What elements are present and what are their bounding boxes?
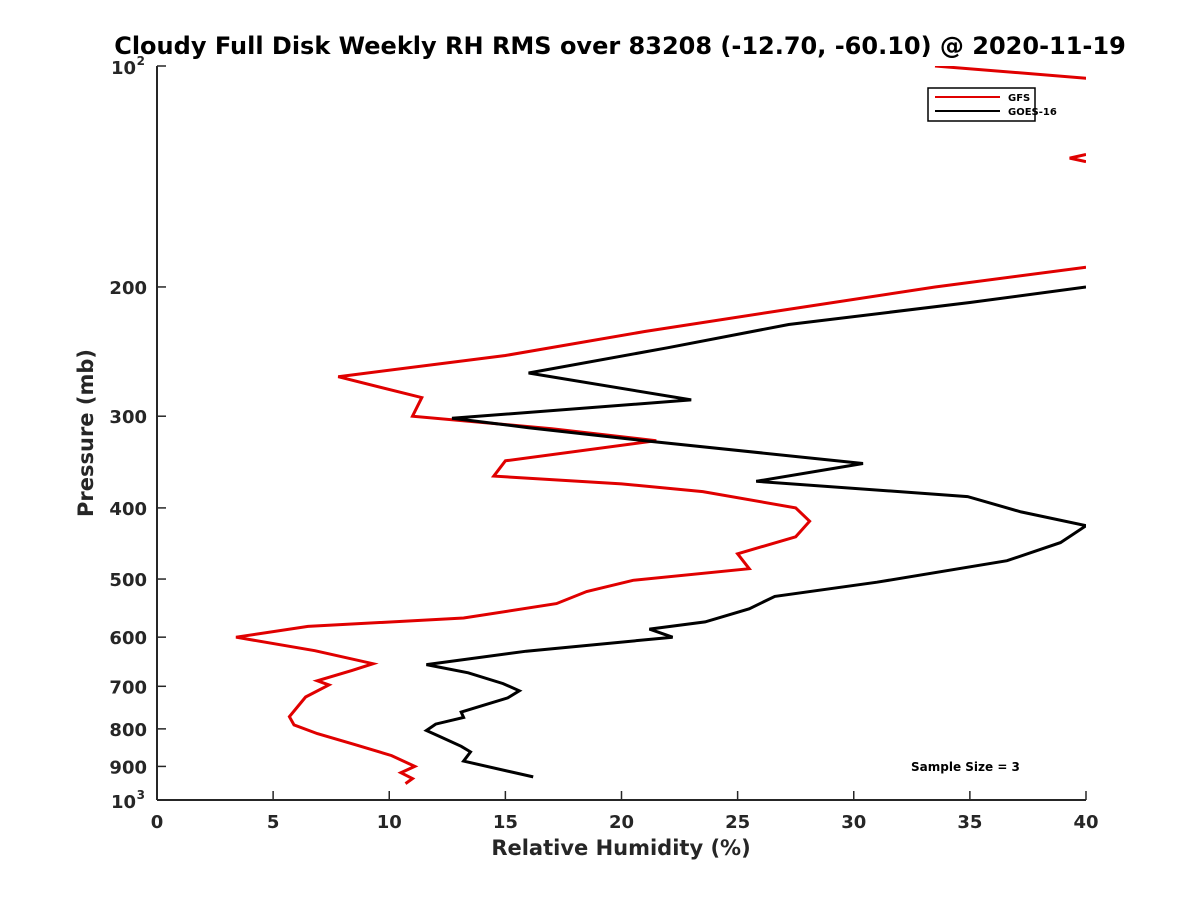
x-axis-label: Relative Humidity (%) <box>491 836 750 860</box>
x-tick-label: 30 <box>841 812 866 833</box>
y-tick-label: 300 <box>109 407 147 428</box>
y-tick-label: 200 <box>109 278 147 299</box>
y-tick-label: 600 <box>109 628 147 649</box>
x-tick-label: 10 <box>377 812 402 833</box>
y-tick-label: 800 <box>109 720 147 741</box>
y-tick-exponent: 2 <box>137 54 145 68</box>
legend-box <box>927 87 1036 122</box>
series-line-gfs-segment-0 <box>934 66 1086 80</box>
x-tick-label: 35 <box>957 812 982 833</box>
x-tick-label: 40 <box>1073 812 1098 833</box>
y-axis-label: Pressure (mb) <box>74 349 98 517</box>
series-line-goes-16-segment-0 <box>423 285 1086 779</box>
y-tick-label: 700 <box>109 677 147 698</box>
x-tick-label: 20 <box>609 812 634 833</box>
legend-label-gfs: GFS <box>1008 93 1030 104</box>
series-line-gfs-segment-2 <box>235 265 1086 785</box>
x-tick-label: 15 <box>493 812 518 833</box>
y-tick-label: 10 <box>111 792 136 813</box>
x-tick-label: 25 <box>725 812 750 833</box>
series-line-gfs-segment-1 <box>1069 153 1086 164</box>
x-tick-label: 5 <box>267 812 280 833</box>
y-tick-exponent: 3 <box>137 788 145 802</box>
series-layer <box>235 66 1086 785</box>
y-tick-label: 10 <box>111 58 136 79</box>
legend: GFS GOES-16 <box>927 87 1057 122</box>
y-tick-label: 500 <box>109 570 147 591</box>
legend-label-goes16: GOES-16 <box>1008 107 1057 118</box>
sample-size-annotation: Sample Size = 3 <box>911 760 1020 774</box>
y-tick-label: 400 <box>109 499 147 520</box>
x-tick-label: 0 <box>151 812 164 833</box>
y-tick-label: 900 <box>109 757 147 778</box>
chart-title: Cloudy Full Disk Weekly RH RMS over 8320… <box>114 32 1126 60</box>
